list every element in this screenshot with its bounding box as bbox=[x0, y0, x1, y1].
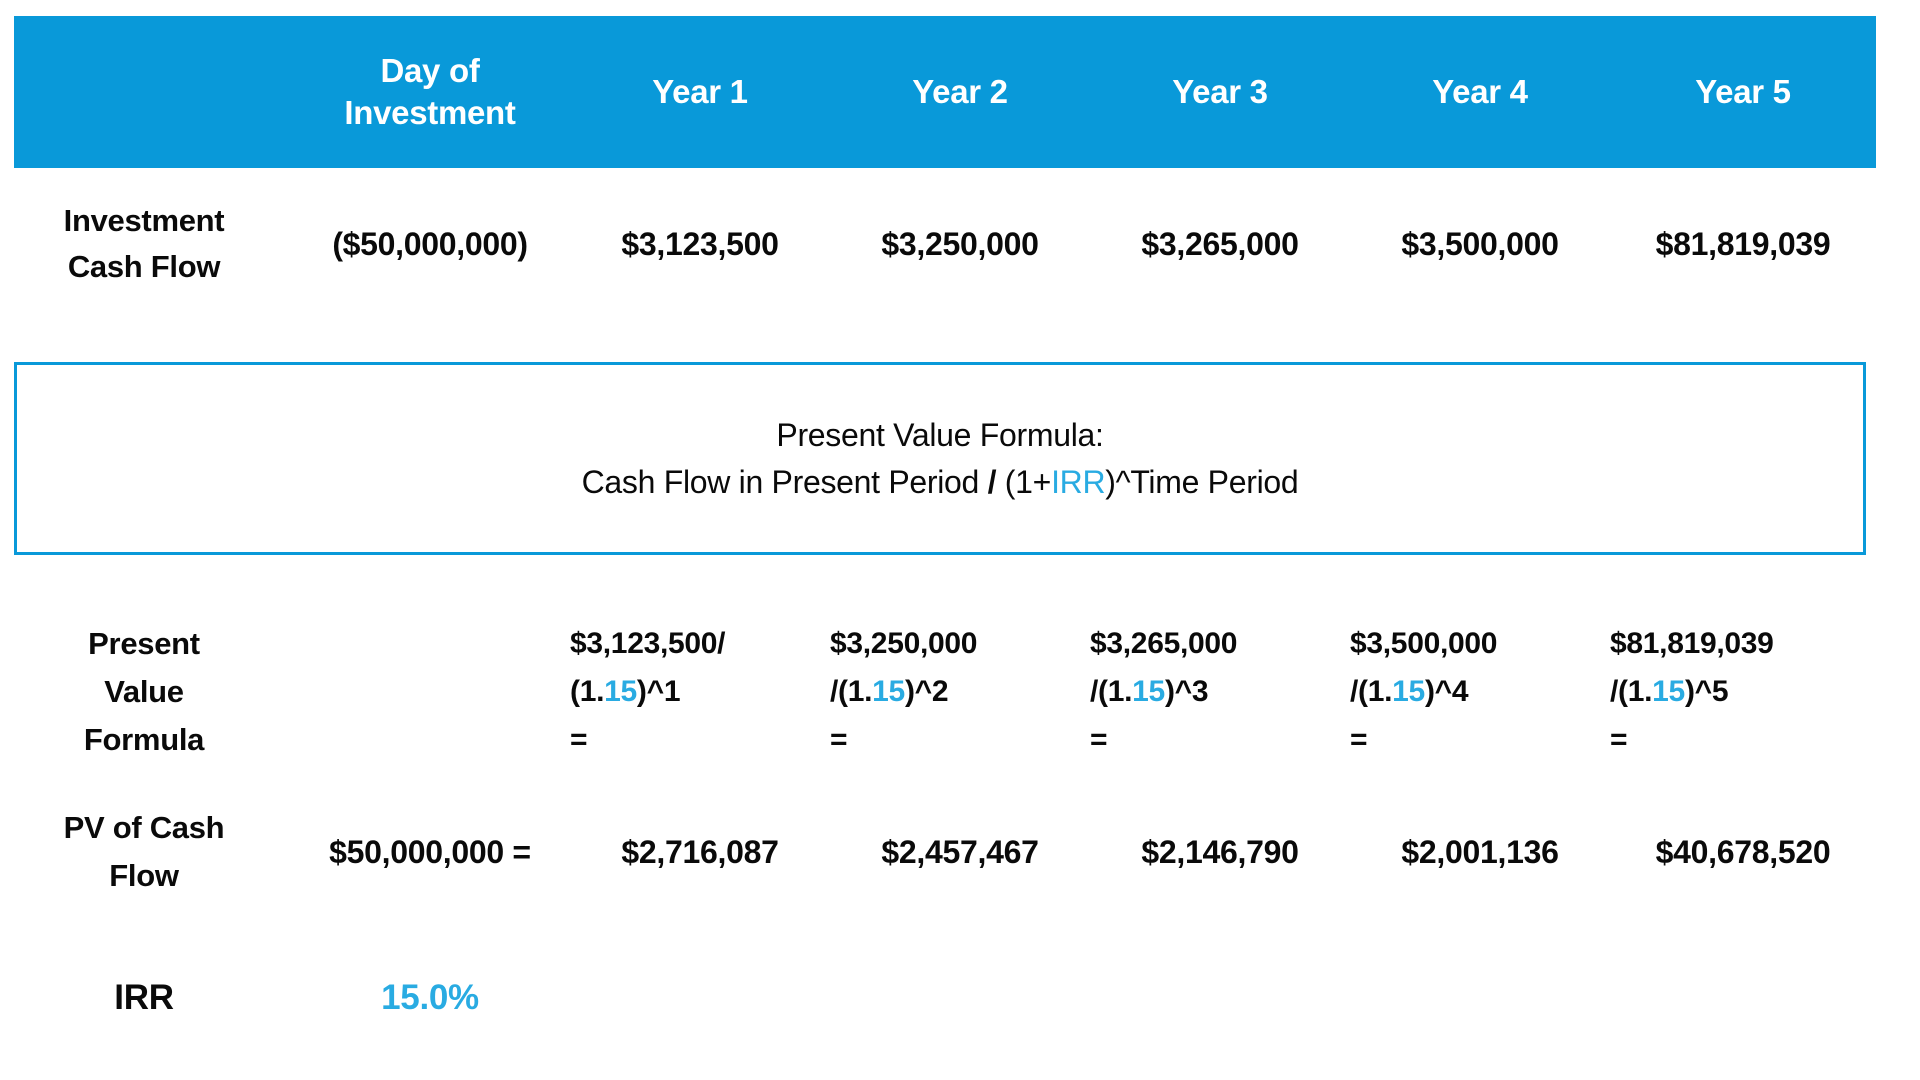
irr-row: IRR 15.0% bbox=[14, 966, 1876, 1030]
denom-rate: 15 bbox=[1132, 675, 1165, 708]
formula-text-right: )^Time Period bbox=[1105, 463, 1299, 500]
pv-formula-denominator: /(1.15)^2 bbox=[830, 668, 949, 716]
denom-post: )^3 bbox=[1164, 675, 1209, 708]
pv-formula-cell-year-1: $3,123,500/ (1.15)^1 = bbox=[570, 620, 830, 764]
pv-formula-empty-cell bbox=[240, 620, 570, 764]
irr-empty-cell bbox=[1350, 966, 1610, 1030]
formula-box-formula: Cash Flow in Present Period / (1+IRR)^Ti… bbox=[582, 459, 1299, 506]
header-cell-year-2: Year 2 bbox=[912, 73, 1008, 110]
denom-rate: 15 bbox=[1652, 675, 1685, 708]
row-label-present-value-formula: Present Value Formula bbox=[83, 626, 205, 757]
irr-label: IRR bbox=[114, 978, 174, 1017]
header-cell-blank bbox=[14, 16, 240, 168]
pv-formula-cell-year-5: $81,819,039 /(1.15)^5 = bbox=[1610, 620, 1876, 764]
header-cell-year-1: Year 1 bbox=[652, 73, 748, 110]
present-value-formula-box: Present Value Formula: Cash Flow in Pres… bbox=[14, 362, 1866, 555]
denom-post: )^4 bbox=[1424, 675, 1469, 708]
denom-rate: 15 bbox=[872, 675, 905, 708]
denom-rate: 15 bbox=[604, 675, 637, 708]
pv-formula-equals: = bbox=[1610, 723, 1628, 756]
cash-flow-year-3: $3,265,000 bbox=[1141, 225, 1299, 262]
present-value-formula-row: Present Value Formula $3,123,500/ (1.15)… bbox=[14, 620, 1876, 764]
denom-pre: /(1. bbox=[1350, 675, 1393, 708]
irr-empty-cell bbox=[1090, 966, 1350, 1030]
denom-pre: /(1. bbox=[1610, 675, 1653, 708]
denom-post: )^2 bbox=[904, 675, 949, 708]
denom-rate: 15 bbox=[1392, 675, 1425, 708]
pv-year-2: $2,457,467 bbox=[881, 833, 1039, 870]
investment-cash-flow-row: Investment Cash Flow ($50,000,000) $3,12… bbox=[14, 194, 1876, 294]
pv-formula-denominator: (1.15)^1 bbox=[570, 668, 681, 716]
pv-formula-numerator: $3,123,500/ bbox=[570, 627, 726, 660]
table-header-row: Day of Investment Year 1 Year 2 Year 3 Y… bbox=[14, 16, 1876, 168]
cash-flow-year-1: $3,123,500 bbox=[621, 225, 779, 262]
row-label-investment-cash-flow: Investment Cash Flow bbox=[63, 203, 225, 284]
irr-empty-cell bbox=[830, 966, 1090, 1030]
pv-formula-cell-year-4: $3,500,000 /(1.15)^4 = bbox=[1350, 620, 1610, 764]
cash-flow-year-4: $3,500,000 bbox=[1401, 225, 1559, 262]
pv-formula-numerator: $3,250,000 bbox=[830, 627, 978, 660]
pv-formula-cell-year-2: $3,250,000 /(1.15)^2 = bbox=[830, 620, 1090, 764]
formula-box-title: Present Value Formula: bbox=[776, 416, 1104, 453]
cash-flow-year-2: $3,250,000 bbox=[881, 225, 1039, 262]
header-cell-year-3: Year 3 bbox=[1172, 73, 1268, 110]
formula-text-mid: (1+ bbox=[996, 463, 1052, 500]
pv-formula-numerator: $81,819,039 bbox=[1610, 627, 1774, 660]
pv-day-of-investment-value: $50,000,000 = bbox=[329, 833, 531, 870]
pv-formula-equals: = bbox=[570, 723, 588, 756]
pv-year-4: $2,001,136 bbox=[1401, 833, 1559, 870]
table-wrap: Day of Investment Year 1 Year 2 Year 3 Y… bbox=[14, 16, 1876, 1030]
pv-year-3: $2,146,790 bbox=[1141, 833, 1299, 870]
denom-pre: /(1. bbox=[1090, 675, 1133, 708]
pv-formula-denominator: /(1.15)^5 bbox=[1610, 668, 1729, 716]
pv-formula-cell-year-3: $3,265,000 /(1.15)^3 = bbox=[1090, 620, 1350, 764]
cash-flow-day-of-investment: ($50,000,000) bbox=[332, 225, 528, 262]
irr-empty-cell bbox=[570, 966, 830, 1030]
pv-formula-denominator: /(1.15)^4 bbox=[1350, 668, 1469, 716]
denom-post: )^5 bbox=[1684, 675, 1729, 708]
pv-formula-equals: = bbox=[830, 723, 848, 756]
pv-of-cash-flow-row: PV of Cash Flow $50,000,000 = $2,716,087… bbox=[14, 804, 1876, 896]
formula-divide-sign: / bbox=[987, 463, 997, 500]
cash-flow-year-5: $81,819,039 bbox=[1655, 225, 1831, 262]
pv-formula-denominator: /(1.15)^3 bbox=[1090, 668, 1209, 716]
row-label-pv-of-cash-flow: PV of Cash Flow bbox=[63, 810, 225, 893]
irr-empty-cell bbox=[1610, 966, 1876, 1030]
pv-year-5: $40,678,520 bbox=[1655, 833, 1831, 870]
formula-text-left: Cash Flow in Present Period bbox=[581, 463, 988, 500]
pv-formula-numerator: $3,265,000 bbox=[1090, 627, 1238, 660]
header-cell-year-4: Year 4 bbox=[1432, 73, 1528, 110]
denom-pre: /(1. bbox=[830, 675, 873, 708]
denom-pre: (1. bbox=[570, 675, 605, 708]
pv-year-1: $2,716,087 bbox=[621, 833, 779, 870]
pv-formula-equals: = bbox=[1090, 723, 1108, 756]
header-cell-day-of-investment: Day of Investment bbox=[344, 52, 516, 131]
pv-formula-equals: = bbox=[1350, 723, 1368, 756]
pv-formula-numerator: $3,500,000 bbox=[1350, 627, 1498, 660]
irr-value: 15.0% bbox=[381, 978, 479, 1017]
header-cell-year-5: Year 5 bbox=[1695, 73, 1791, 110]
formula-irr-term: IRR bbox=[1051, 463, 1106, 500]
denom-post: )^1 bbox=[636, 675, 681, 708]
